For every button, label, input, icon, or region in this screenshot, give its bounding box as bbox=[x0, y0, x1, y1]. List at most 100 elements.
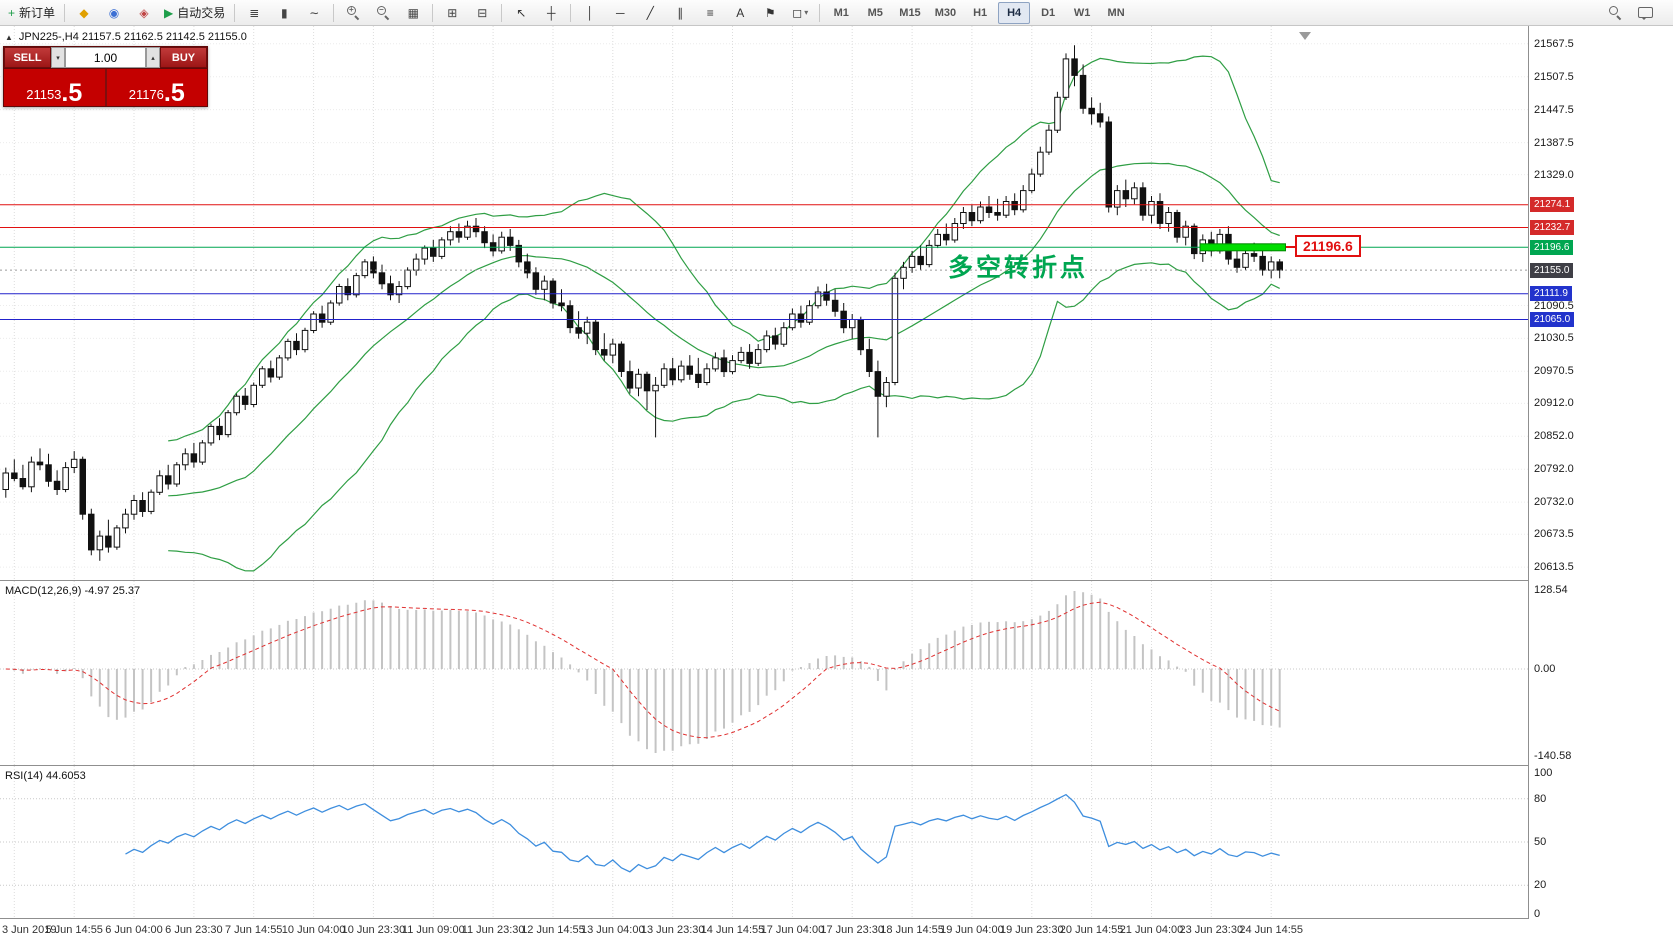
timeframe-d1-button[interactable]: D1 bbox=[1041, 6, 1056, 19]
zoom-in-button[interactable]: + bbox=[339, 2, 367, 24]
fibonacci-glyph: ≡ bbox=[706, 5, 714, 20]
autotrading-button[interactable]: ▶ 自动交易 bbox=[160, 2, 229, 24]
price-axis-badge: 21111.9 bbox=[1530, 286, 1572, 302]
search-button[interactable] bbox=[1601, 2, 1629, 24]
magnifier-icon: + bbox=[346, 5, 361, 20]
chart-ohlc-header: ▲ JPN225-,H4 21157.5 21162.5 21142.5 211… bbox=[5, 31, 247, 43]
zoom-out-button[interactable]: − bbox=[369, 2, 397, 24]
navigator-icon-button[interactable]: ◉ bbox=[100, 2, 128, 24]
price-axis-label: 20673.5 bbox=[1534, 528, 1574, 541]
equidistant-channel-glyph: ∥ bbox=[677, 5, 684, 20]
vertical-line-button[interactable]: │ bbox=[576, 2, 604, 24]
chat-button[interactable] bbox=[1631, 2, 1659, 24]
cascade-windows-button[interactable]: ⊞ bbox=[438, 2, 466, 24]
price-axis-label: 21329.0 bbox=[1534, 168, 1574, 181]
line-chart-icon-button[interactable]: ∼ bbox=[300, 2, 328, 24]
fibonacci-button[interactable]: ≡ bbox=[696, 2, 724, 24]
price-axis-label: 21090.5 bbox=[1534, 299, 1574, 312]
panel-splitter[interactable] bbox=[0, 580, 1673, 581]
toolbar-separator bbox=[819, 3, 821, 22]
timeframe-h4-button[interactable]: H4 bbox=[998, 1, 1031, 24]
vertical-line-glyph: │ bbox=[586, 5, 595, 20]
dock-windows-button[interactable]: ⊟ bbox=[468, 2, 496, 24]
price-axis-label: 20613.5 bbox=[1534, 561, 1574, 574]
buy-price-main: 21176 bbox=[128, 87, 164, 103]
text-glyph: A bbox=[736, 5, 745, 20]
date-label: 18 Jun 14:55 bbox=[880, 924, 944, 936]
candlestick-icon-glyph: ▮ bbox=[280, 5, 288, 20]
rsi-panel[interactable] bbox=[0, 766, 1528, 918]
toolbar-separator bbox=[333, 3, 335, 22]
macd-axis-label: 0.00 bbox=[1534, 663, 1556, 675]
text-label-button[interactable]: ⚑ bbox=[756, 2, 784, 24]
price-axis[interactable]: 21567.5 21507.5 21447.5 21387.5 21329.0 21090… bbox=[1528, 26, 1673, 920]
chart-header-text: JPN225-,H4 21157.5 21162.5 21142.5 21155… bbox=[18, 31, 247, 43]
date-label: 11 Jun 09:00 bbox=[401, 924, 465, 936]
market-watch-icon-button[interactable]: ◆ bbox=[70, 2, 98, 24]
date-label: 7 Jun 14:55 bbox=[224, 924, 283, 936]
shapes-button[interactable]: ◻ ▾ bbox=[786, 2, 814, 24]
volume-input[interactable]: 1.00 bbox=[65, 47, 146, 68]
bar-chart-icon-glyph: ≣ bbox=[249, 5, 260, 20]
equidistant-channel-button[interactable]: ∥ bbox=[666, 2, 694, 24]
price-axis-badge: 21065.0 bbox=[1530, 312, 1575, 327]
price-axis-label: 21567.5 bbox=[1534, 37, 1574, 50]
sell-button[interactable]: SELL bbox=[4, 47, 51, 68]
chat-icon bbox=[1637, 7, 1653, 20]
bar-chart-icon-button[interactable]: ≣ bbox=[240, 2, 268, 24]
date-label: 19 Jun 23:30 bbox=[999, 924, 1064, 936]
toolbar-button-label: 自动交易 bbox=[177, 6, 226, 20]
new-order-button[interactable]: + 新订单 bbox=[4, 2, 59, 24]
date-label: 23 Jun 23:30 bbox=[1179, 924, 1244, 936]
date-label: 13 Jun 23:30 bbox=[640, 924, 705, 936]
rsi-axis-label: 20 bbox=[1534, 879, 1547, 892]
volume-increase-button[interactable]: ▴ bbox=[146, 47, 160, 68]
toolbar-right-group bbox=[1600, 2, 1670, 24]
buy-price-button[interactable]: 21176 .5 bbox=[104, 69, 207, 106]
date-label: 10 Jun 04:00 bbox=[281, 924, 346, 936]
timeframe-m15-button[interactable]: M15 bbox=[899, 6, 921, 19]
panel-splitter[interactable] bbox=[0, 918, 1673, 919]
magnifier-icon: − bbox=[376, 5, 391, 20]
date-label: 17 Jun 04:00 bbox=[760, 924, 825, 936]
time-axis[interactable]: 3 Jun 2019 5 Jun 14:55 6 Jun 04:00 6 Jun 23… bbox=[0, 919, 1673, 950]
one-click-price-row: 21153 .5 21176 .5 bbox=[4, 68, 207, 106]
horizontal-line-glyph: ─ bbox=[616, 5, 625, 20]
trendline-glyph: ╱ bbox=[646, 5, 654, 20]
one-click-trading-panel: SELL ▾ 1.00 ▴ BUY 21153 .5 21176 .5 bbox=[3, 46, 208, 107]
crosshair-button[interactable]: ┼ bbox=[537, 2, 565, 24]
tile-windows-button[interactable]: ▦ bbox=[399, 2, 427, 24]
sell-price-button[interactable]: 21153 .5 bbox=[4, 69, 105, 106]
text-button[interactable]: A bbox=[726, 2, 754, 24]
volume-decrease-button[interactable]: ▾ bbox=[51, 47, 65, 68]
date-label: 12 Jun 14:55 bbox=[521, 924, 585, 936]
cursor-glyph: ↖ bbox=[516, 5, 527, 20]
timeframe-m1-button[interactable]: M1 bbox=[833, 6, 849, 19]
terminal-icon-button[interactable]: ◈ bbox=[130, 2, 158, 24]
main-chart[interactable] bbox=[0, 26, 1528, 580]
timeframe-mn-button[interactable]: MN bbox=[1107, 6, 1125, 19]
panel-splitter[interactable] bbox=[0, 765, 1673, 766]
timeframe-w1-button[interactable]: W1 bbox=[1073, 6, 1091, 19]
timeframe-m5-button[interactable]: M5 bbox=[867, 6, 883, 19]
price-axis-badge: 21196.6 bbox=[1530, 239, 1574, 255]
timeframe-m30-button[interactable]: M30 bbox=[934, 6, 957, 19]
text-label-glyph: ⚑ bbox=[764, 5, 776, 20]
date-label: 10 Jun 23:30 bbox=[341, 924, 406, 936]
candlestick-icon-button[interactable]: ▮ bbox=[270, 2, 298, 24]
date-label: 21 Jun 04:00 bbox=[1119, 924, 1184, 936]
price-axis-label: 20852.0 bbox=[1534, 430, 1574, 443]
terminal-icon-glyph: ◈ bbox=[139, 5, 149, 20]
chart-window[interactable]: ▲ JPN225-,H4 21157.5 21162.5 21142.5 211… bbox=[0, 26, 1673, 950]
price-callout[interactable]: 21196.6 bbox=[1295, 235, 1361, 258]
price-axis-label: 21030.5 bbox=[1534, 332, 1574, 345]
macd-panel[interactable] bbox=[0, 581, 1528, 765]
timeframe-h1-button[interactable]: H1 bbox=[973, 6, 988, 19]
turning-point-annotation[interactable]: 多空转折点 bbox=[948, 254, 1089, 282]
buy-button[interactable]: BUY bbox=[160, 47, 207, 68]
trendline-button[interactable]: ╱ bbox=[636, 2, 664, 24]
cursor-button[interactable]: ↖ bbox=[507, 2, 535, 24]
one-click-collapse-icon[interactable]: ▲ bbox=[5, 32, 13, 42]
horizontal-line-button[interactable]: ─ bbox=[606, 2, 634, 24]
